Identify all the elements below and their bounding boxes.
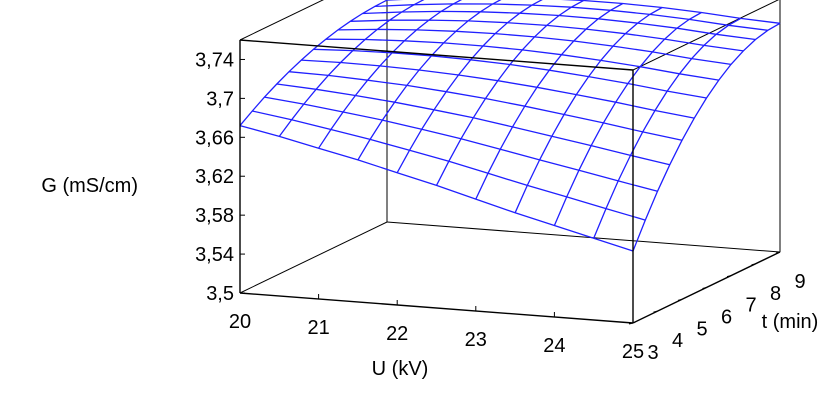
x-axis-title: U (kV): [372, 358, 429, 380]
z-tick-label: 3,62: [195, 166, 234, 188]
z-tick-label: 3,58: [195, 205, 234, 227]
y-tick-label: 6: [721, 307, 732, 329]
mesh-line-t: [239, 124, 634, 252]
z-axis-title: G (mS/cm): [41, 175, 138, 197]
x-tick-label: 21: [307, 317, 329, 339]
y-tick-label: 7: [745, 295, 756, 317]
y-tick-label: 4: [672, 330, 683, 352]
mesh-line-u: [278, 0, 425, 137]
y-tick-mark: [702, 287, 707, 289]
mesh-line-t: [337, 28, 732, 66]
mesh-line-t: [325, 38, 719, 81]
axis-labels: G (mS/cm) U (kV) t (min): [41, 175, 818, 380]
box-edge: [239, 39, 634, 71]
y-tick-label: 8: [770, 283, 781, 305]
y-tick-label: 9: [794, 271, 805, 293]
y-tick-mark: [677, 298, 683, 301]
x-tick-label: 23: [465, 329, 487, 351]
mesh-line-u: [632, 22, 781, 252]
z-tick-label: 3,66: [195, 127, 234, 149]
x-tick-label: 22: [386, 323, 408, 345]
y-tick-mark: [726, 275, 732, 278]
y-tick-label: 5: [696, 318, 707, 340]
mesh-line-u: [318, 0, 463, 149]
mesh-line-u: [239, 0, 388, 127]
x-tick-label: 20: [229, 311, 251, 333]
mesh-line-u: [357, 0, 502, 161]
y-tick-mark: [751, 263, 756, 266]
mesh-line-u: [435, 0, 584, 186]
mesh-line-u: [553, 11, 702, 226]
mesh-line-t: [252, 110, 646, 221]
mesh-line-u: [396, 0, 543, 174]
mesh-line-u: [514, 6, 663, 214]
box-edge: [239, 221, 388, 294]
y-tick-mark: [653, 310, 658, 313]
mesh-line-u: [593, 17, 742, 239]
x-tick-label: 24: [543, 335, 565, 357]
mesh-line-t: [264, 96, 658, 192]
z-tick-label: 3,5: [206, 283, 234, 305]
z-tick-label: 3,7: [206, 88, 234, 110]
z-tick-label: 3,54: [195, 244, 234, 266]
box-edge: [632, 0, 780, 71]
axis-ticks: 3,5 3,54 3,58 3,62 3,66 3,7 3,74 20 21 22 23 24 25 34…: [195, 49, 806, 364]
mesh-line-u: [475, 2, 624, 200]
y-tick-label: 3: [647, 342, 658, 364]
y-tick-mark: [628, 322, 634, 325]
box-edge: [239, 292, 634, 324]
plot-box-back: [239, 0, 781, 294]
surface-mesh: [239, 0, 781, 252]
box-edge: [239, 0, 324, 41]
x-tick-label: 25: [622, 341, 644, 363]
y-tick-mark: [775, 251, 781, 254]
y-axis-title: t (min): [762, 311, 819, 333]
box-edge: [386, 221, 781, 253]
z-tick-label: 3,74: [195, 49, 234, 71]
